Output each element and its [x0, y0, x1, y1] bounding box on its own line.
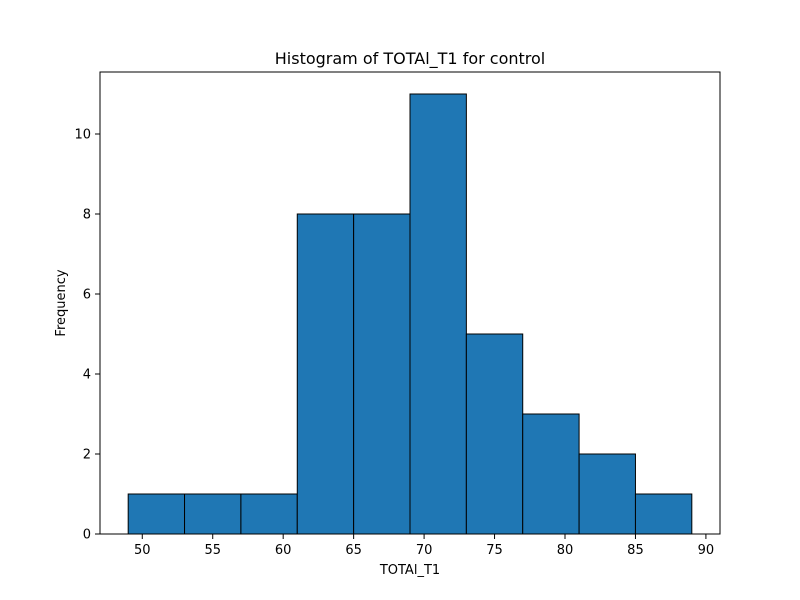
y-tick-label: 4 — [83, 368, 91, 383]
x-tick-label: 85 — [627, 543, 644, 558]
x-axis-ticks: 50 55 60 65 70 75 80 85 90 — [134, 534, 714, 558]
x-tick-label: 60 — [275, 543, 292, 558]
x-tick-label: 90 — [698, 543, 715, 558]
x-tick-label: 50 — [134, 543, 151, 558]
bars-group — [127, 93, 693, 535]
y-axis-ticks: 0 2 4 6 8 10 — [74, 128, 100, 543]
x-axis-label: TOTAl_T1 — [379, 563, 440, 578]
x-tick-label: 80 — [557, 543, 574, 558]
histogram-bar — [127, 493, 186, 535]
histogram-bar — [409, 93, 467, 535]
x-tick-label: 65 — [345, 543, 362, 558]
y-tick-label: 8 — [83, 208, 91, 223]
y-tick-label: 6 — [83, 288, 91, 303]
histogram-bar — [522, 413, 580, 535]
histogram-bar — [634, 493, 693, 535]
histogram-bar — [296, 213, 355, 535]
y-axis-label: Frequency — [54, 269, 69, 336]
x-tick-label: 55 — [204, 543, 221, 558]
y-tick-label: 0 — [83, 528, 91, 543]
histogram-bar — [240, 493, 298, 535]
y-tick-label: 10 — [74, 128, 91, 143]
histogram-bar — [578, 453, 636, 535]
x-tick-label: 70 — [416, 543, 433, 558]
histogram-bar — [353, 213, 411, 535]
plot-frame — [99, 71, 721, 535]
chart-title: Histogram of TOTAl_T1 for control — [275, 49, 545, 69]
y-tick-label: 2 — [83, 448, 91, 463]
histogram-bar — [465, 333, 524, 535]
x-tick-label: 75 — [486, 543, 503, 558]
histogram-bar — [184, 493, 242, 535]
